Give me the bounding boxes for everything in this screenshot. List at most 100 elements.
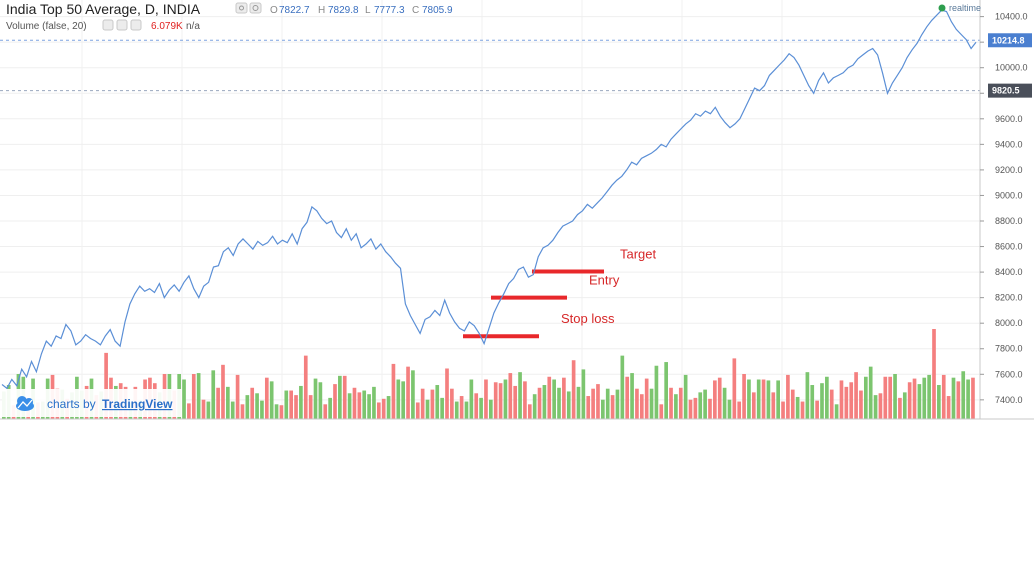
volume-bar	[844, 386, 849, 419]
volume-bar	[854, 372, 858, 419]
eye-icon[interactable]	[235, 2, 248, 14]
volume-bar	[839, 380, 844, 419]
volume-bar	[639, 394, 644, 419]
volume-bar	[318, 382, 323, 419]
volume-bar	[216, 387, 220, 419]
volume-bar	[698, 392, 703, 419]
volume-bar	[386, 396, 391, 419]
volume-bar	[586, 396, 591, 419]
volume-bar	[372, 386, 376, 419]
tradingview-branding[interactable]: charts by TradingView	[2, 389, 182, 417]
volume-bar	[873, 395, 878, 419]
settings-icon[interactable]	[116, 19, 128, 31]
volume-bar	[654, 365, 659, 419]
volume-bar	[347, 393, 352, 419]
title-controls[interactable]	[235, 2, 262, 14]
volume-bar	[245, 395, 250, 419]
volume-bar	[620, 355, 625, 419]
volume-bar	[576, 386, 581, 419]
volume-bar	[941, 374, 946, 419]
volume-bar	[971, 377, 975, 419]
chart-title: India Top 50 Average, D, INDIA	[6, 1, 201, 17]
volume-bar	[678, 387, 683, 419]
volume-bar	[664, 362, 668, 419]
volume-bar	[635, 388, 639, 419]
volume-bar	[669, 387, 673, 419]
volume-bar	[902, 392, 907, 419]
volume-bar	[795, 396, 800, 419]
volume-bar	[868, 366, 873, 419]
volume-bar	[479, 397, 483, 419]
volume-bar	[912, 378, 917, 419]
volume-bar	[683, 374, 688, 419]
volume-bar	[756, 379, 761, 419]
volume-bar	[255, 393, 259, 419]
volume-bar	[274, 404, 279, 419]
ohlc-close-label: C	[412, 5, 419, 16]
volume-bar	[411, 370, 415, 419]
volume-bar	[922, 377, 927, 419]
volume-bar	[810, 385, 815, 419]
volume-bar	[805, 372, 810, 419]
volume-bar	[537, 387, 542, 419]
volume-bar	[211, 370, 216, 419]
realtime-label: realtime	[949, 3, 981, 13]
volume-extra: n/a	[186, 21, 200, 32]
volume-bar	[279, 405, 284, 419]
settings-icon[interactable]	[249, 2, 262, 14]
branding-link[interactable]: TradingView	[102, 397, 173, 411]
price-labels: 10214.8 9820.5	[988, 33, 1032, 98]
volume-bar	[299, 385, 303, 419]
volume-bar	[250, 387, 255, 419]
realtime-dot-icon	[938, 4, 946, 12]
y-tick-label: 9200.0	[995, 165, 1023, 175]
volume-bar	[503, 379, 508, 419]
volume-bar	[581, 369, 586, 419]
volume-bar	[917, 384, 922, 419]
volume-bar	[956, 381, 961, 419]
volume-bar	[498, 383, 503, 419]
volume-bar	[338, 375, 342, 419]
volume-bar	[401, 381, 406, 419]
volume-bar	[674, 394, 678, 419]
ohlc-open-label: O	[270, 5, 278, 16]
volume-bar	[849, 382, 854, 419]
volume-bar	[362, 390, 367, 419]
volume-bar	[493, 382, 498, 419]
volume-bar	[260, 400, 264, 419]
volume-bar	[420, 388, 425, 419]
volume-bar	[562, 377, 566, 419]
y-tick-label: 8600.0	[995, 242, 1023, 252]
volume-bar	[747, 379, 751, 419]
eye-icon[interactable]	[102, 19, 114, 31]
volume-bar	[571, 360, 576, 419]
volume-bar	[878, 393, 883, 419]
volume-bar	[927, 374, 931, 419]
volume-bar	[596, 384, 600, 419]
volume-bar	[376, 402, 381, 419]
volume-bar	[435, 385, 440, 419]
price-reference-lines	[0, 39, 980, 92]
volume-bar	[951, 377, 956, 419]
volume-bar	[464, 401, 469, 419]
volume-bar	[269, 381, 274, 419]
volume-bar	[415, 402, 420, 419]
volume-bar	[605, 388, 610, 419]
volume-bar	[206, 401, 211, 419]
volume-bar	[445, 368, 449, 419]
y-tick-label: 7800.0	[995, 344, 1023, 354]
volume-bar	[552, 379, 556, 419]
volume-bar	[630, 373, 634, 419]
volume-bar	[381, 398, 386, 419]
volume-bar	[226, 386, 230, 419]
close-icon[interactable]	[130, 19, 142, 31]
ohlc-close-value: 7805.9	[422, 5, 453, 16]
volume-bar	[883, 376, 888, 419]
volume-bar	[727, 399, 732, 419]
volume-bar	[508, 373, 513, 419]
volume-controls[interactable]	[102, 19, 142, 31]
volume-bar	[898, 397, 902, 419]
